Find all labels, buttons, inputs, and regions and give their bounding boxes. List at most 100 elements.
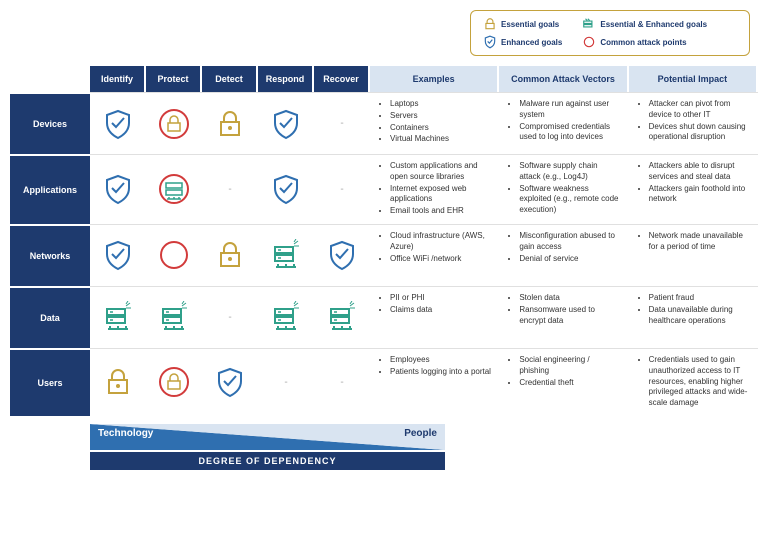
col-recover: Recover [314,66,370,92]
cell-applications-vectors: Software supply chain attack (e.g., Log4… [499,154,628,224]
cell-data-vectors: Stolen dataRansomware used to encrypt da… [499,286,628,348]
lock-gold-icon [214,239,246,271]
lock-gold-icon [102,366,134,398]
stack-icon [582,17,596,31]
cell-users-0 [90,348,146,416]
dash-icon: - [284,377,287,388]
list-item: Misconfiguration abused to gain access [519,231,620,253]
dash-icon: - [228,184,231,195]
dash-icon: - [228,312,231,323]
cell-devices-1 [146,92,202,154]
legend-both-label: Essential & Enhanced goals [600,20,707,29]
legend-enhanced: Enhanced goals [483,35,562,49]
list-item: Attacker can pivot from device to other … [649,99,750,121]
circle-icon [582,35,596,49]
cell-users-examples: EmployeesPatients logging into a portal [370,348,499,416]
header-corner [10,66,90,92]
cell-data-1 [146,286,202,348]
cell-data-0 [90,286,146,348]
cell-applications-4: - [314,154,370,224]
lock-gold-icon [214,108,246,140]
list-item: Network made unavailable for a period of… [649,231,750,253]
shield-check-blue-icon [270,108,302,140]
cell-applications-impact: Attackers able to disrupt services and s… [629,154,758,224]
dependency-bar: Technology People DEGREE OF DEPENDENCY [90,424,445,470]
legend-attack: Common attack points [582,35,707,49]
list-item: Claims data [390,305,491,316]
list-item: Employees [390,355,491,366]
stack-teal-red-icon [158,173,190,205]
list-item: Devices shut down causing operational di… [649,122,750,144]
list-item: Credentials used to gain unauthorized ac… [649,355,750,409]
col-identify: Identify [90,66,146,92]
cell-networks-impact: Network made unavailable for a period of… [629,224,758,286]
list-item: Attackers able to disrupt services and s… [649,161,750,183]
cell-devices-0 [90,92,146,154]
cell-networks-4 [314,224,370,286]
cell-applications-3 [258,154,314,224]
row-applications-label: Applications [10,154,90,224]
stack-teal-icon [270,301,302,333]
list-item: Credential theft [519,378,620,389]
list-item: Patients logging into a portal [390,367,491,378]
circle-red-icon [158,239,190,271]
row-networks-label: Networks [10,224,90,286]
lock-red-icon [158,366,190,398]
row-data-label: Data [10,286,90,348]
list-item: Stolen data [519,293,620,304]
legend-attack-label: Common attack points [600,38,686,47]
list-item: Attackers gain foothold into network [649,184,750,206]
cell-users-2 [202,348,258,416]
cell-users-4: - [314,348,370,416]
list-item: Cloud infrastructure (AWS, Azure) [390,231,491,253]
cell-applications-2: - [202,154,258,224]
dash-icon: - [340,184,343,195]
cell-data-2: - [202,286,258,348]
dependency-right-label: People [404,428,437,439]
shield-check-blue-icon [270,173,302,205]
cell-applications-0 [90,154,146,224]
col-vectors: Common Attack Vectors [499,66,628,92]
legend-essential: Essential goals [483,17,562,31]
cell-applications-1 [146,154,202,224]
col-protect: Protect [146,66,202,92]
cell-devices-vectors: Malware run against user systemCompromis… [499,92,628,154]
cell-devices-4: - [314,92,370,154]
list-item: Compromised credentials used to log into… [519,122,620,144]
cell-devices-impact: Attacker can pivot from device to other … [629,92,758,154]
list-item: Email tools and EHR [390,206,491,217]
dash-icon: - [340,118,343,129]
lock-red-icon [158,108,190,140]
list-item: Denial of service [519,254,620,265]
cell-devices-3 [258,92,314,154]
security-matrix-table: Identify Protect Detect Respond Recover … [10,66,758,416]
list-item: Software supply chain attack (e.g., Log4… [519,161,620,183]
cell-data-4 [314,286,370,348]
cell-devices-examples: LaptopsServersContainersVirtual Machines [370,92,499,154]
list-item: Office WiFi /network [390,254,491,265]
cell-networks-2 [202,224,258,286]
list-item: Internet exposed web applications [390,184,491,206]
list-item: Virtual Machines [390,134,491,145]
legend-essential-label: Essential goals [501,20,559,29]
dependency-title: DEGREE OF DEPENDENCY [90,452,445,470]
list-item: Containers [390,123,491,134]
col-detect: Detect [202,66,258,92]
list-item: PII or PHI [390,293,491,304]
stack-teal-icon [102,301,134,333]
shield-check-icon [483,35,497,49]
row-devices-label: Devices [10,92,90,154]
cell-devices-2 [202,92,258,154]
shield-check-blue-icon [102,108,134,140]
list-item: Custom applications and open source libr… [390,161,491,183]
stack-teal-icon [270,239,302,271]
cell-networks-3 [258,224,314,286]
lock-icon [483,17,497,31]
legend: Essential goals Enhanced goals Essential… [470,10,750,56]
cell-networks-vectors: Misconfiguration abused to gain accessDe… [499,224,628,286]
list-item: Patient fraud [649,293,750,304]
legend-enhanced-label: Enhanced goals [501,38,562,47]
cell-applications-examples: Custom applications and open source libr… [370,154,499,224]
dash-icon: - [340,377,343,388]
list-item: Data unavailable during healthcare opera… [649,305,750,327]
